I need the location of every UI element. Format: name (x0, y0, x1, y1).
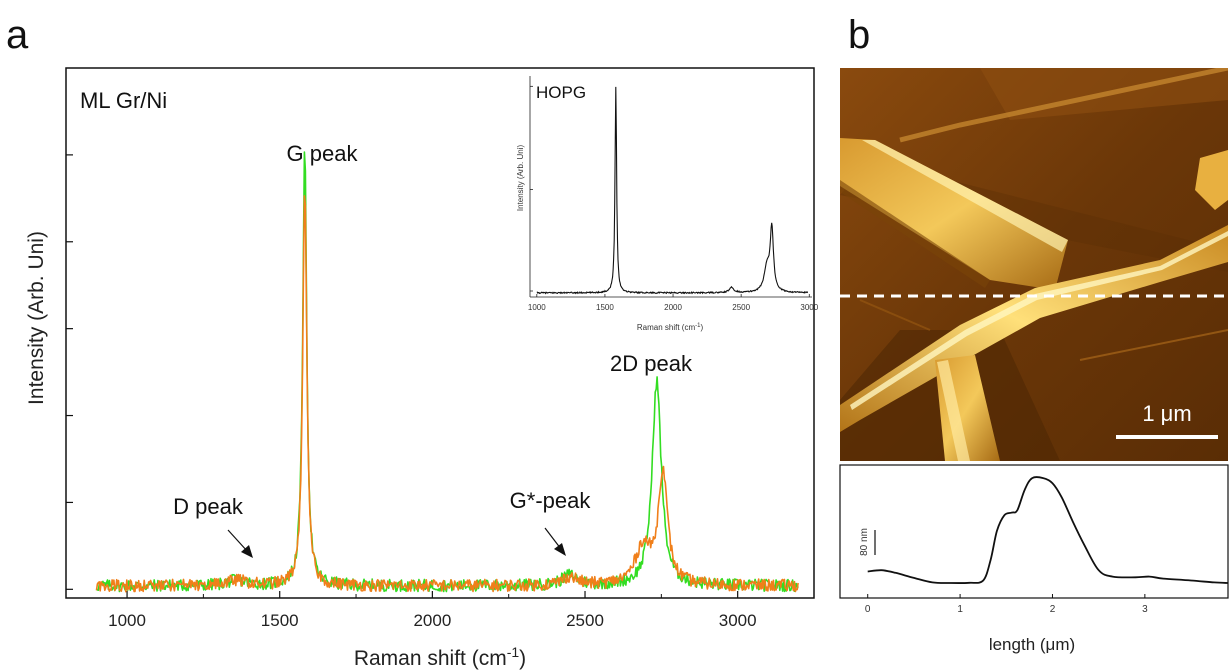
main-y-axis (66, 154, 73, 590)
inset-background (528, 74, 810, 296)
main-x-axis-title: Raman shift (cm-1) (354, 644, 526, 670)
panel-a-letter: a (6, 13, 29, 57)
inset-x-tick-label: 2500 (732, 303, 750, 312)
profile-x-tick-label: 3 (1142, 604, 1148, 615)
profile-x-tick-label: 0 (865, 604, 871, 615)
profile-series-group (867, 476, 1229, 584)
scale-bar-label: 1 μm (1142, 401, 1191, 426)
inset-axes: 1000 1500 2000 2500 3000 (528, 76, 819, 312)
afm-image: 1 μm (840, 68, 1228, 461)
main-x-tick-label: 1500 (261, 611, 299, 630)
main-y-axis-title: Intensity (Arb. Uni) (25, 231, 48, 405)
inset-x-tick-label: 2000 (664, 303, 682, 312)
main-x-tick-label: 2500 (566, 611, 604, 630)
main-plot-frame (65, 67, 815, 599)
inset-title: HOPG (536, 83, 586, 102)
inset-x-tick-label: 1000 (528, 303, 546, 312)
main-x-tick-label: 3000 (719, 611, 757, 630)
main-series-group (95, 151, 799, 593)
profile-series-height (867, 476, 1229, 584)
inset-x-tick-label: 1500 (596, 303, 614, 312)
g-star-peak-arrow (544, 527, 566, 556)
profile-x-tick-label: 1 (957, 604, 963, 615)
inset-series-group (536, 86, 809, 295)
main-x-tick-label: 2000 (413, 611, 451, 630)
profile-frame (839, 464, 1229, 599)
profile-x-axis: 0 1 2 3 (865, 594, 1148, 615)
2d-peak-label: 2D peak (610, 351, 693, 376)
sample-label: ML Gr/Ni (80, 88, 167, 113)
d-peak-label: D peak (173, 494, 244, 519)
inset-y-axis-title: Intensity (Arb. Uni) (516, 145, 525, 212)
inset-series-hopg (536, 86, 809, 295)
d-peak-arrow (227, 529, 253, 558)
main-x-axis: 1000 1500 2000 2500 3000 (108, 591, 757, 630)
main-series-orange (95, 195, 799, 593)
profile-x-tick-label: 2 (1050, 604, 1056, 615)
g-peak-label: G peak (287, 141, 359, 166)
profile-x-axis-title: length (μm) (989, 635, 1075, 654)
panel-b-letter: b (848, 13, 870, 57)
g-star-peak-label: G*-peak (510, 488, 592, 513)
main-x-tick-label: 1000 (108, 611, 146, 630)
inset-x-tick-label: 3000 (800, 303, 818, 312)
profile-scale-label: 80 nm (859, 528, 870, 556)
inset-x-axis-title: Raman shift (cm-1) (637, 323, 704, 332)
scale-bar (1116, 435, 1218, 439)
